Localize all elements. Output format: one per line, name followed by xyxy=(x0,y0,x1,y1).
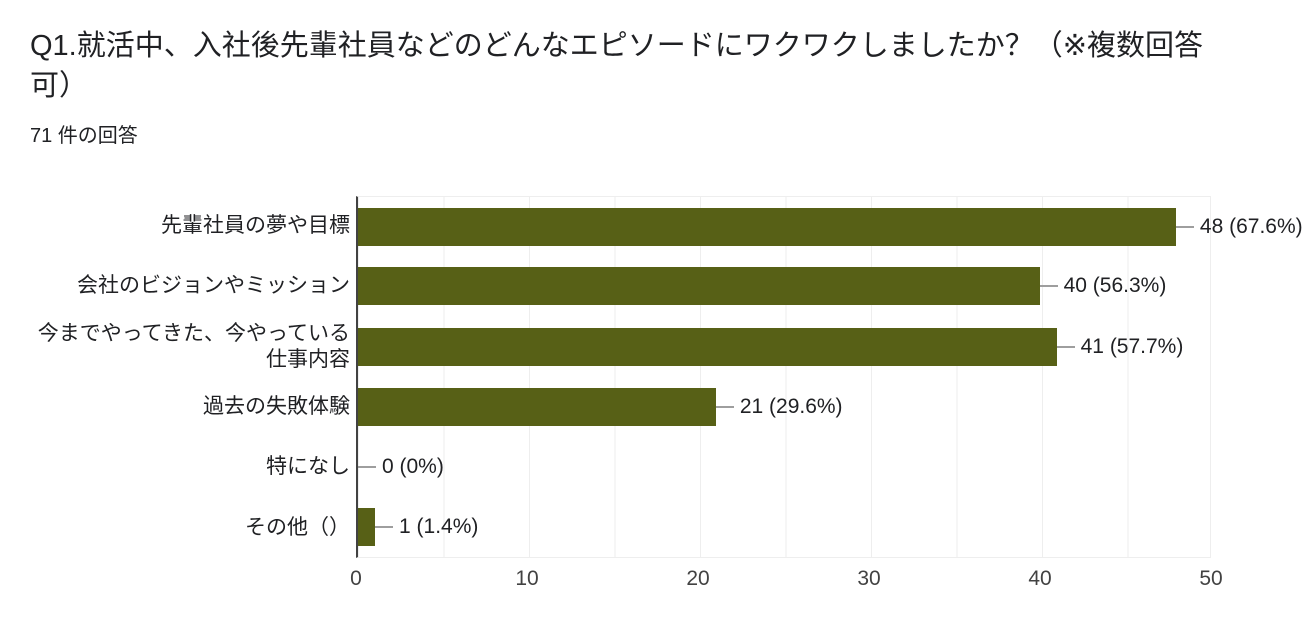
category-label: その他（） xyxy=(245,515,350,539)
connector-line xyxy=(1175,225,1194,228)
plot-cell: 48 (67.6%) xyxy=(356,196,1303,257)
bar[interactable] xyxy=(358,388,716,427)
x-axis-tick-label: 0 xyxy=(350,566,362,590)
chart-row: 先輩社員の夢や目標 48 (67.6%) xyxy=(30,196,1303,257)
x-axis-tick-label: 40 xyxy=(1028,566,1052,590)
value-label: 41 (57.7%) xyxy=(1080,334,1184,358)
bar[interactable] xyxy=(358,207,1176,246)
x-axis-tick-label: 10 xyxy=(515,566,539,590)
category-label: 過去の失敗体験 xyxy=(203,395,350,419)
chart-row: 会社のビジョンやミッション 40 (56.3%) xyxy=(30,256,1278,317)
chart-plot-area: 先輩社員の夢や目標 48 (67.6%) 会社のビジョンやミッション 40 (56.3… xyxy=(30,196,1303,558)
plot-cell: 41 (57.7%) xyxy=(356,316,1211,377)
x-axis: 0 10 20 30 40 50 xyxy=(350,558,1223,600)
category-label: 特になし xyxy=(266,455,350,479)
value-label: 48 (67.6%) xyxy=(1199,214,1303,238)
x-axis-tick-label: 50 xyxy=(1199,566,1223,590)
connector-line xyxy=(715,406,734,409)
connector-line xyxy=(358,466,376,469)
value-label: 21 (29.6%) xyxy=(739,395,843,419)
connector-line xyxy=(375,526,394,529)
x-axis-wrap: 0 10 20 30 40 50 xyxy=(350,558,1278,600)
category-label: 会社のビジョンやミッション xyxy=(77,274,350,298)
question-title: Q1.就活中、入社後先輩社員などのどんなエピソードにワクワクしましたか？（※複数… xyxy=(30,30,1204,102)
plot-cell: 21 (29.6%) xyxy=(356,376,1211,438)
connector-line xyxy=(1039,285,1058,288)
value-label: 1 (1.4%) xyxy=(399,515,479,539)
chart-row: その他（） 1 (1.4%) xyxy=(30,497,1278,558)
response-count: 71 件の回答 xyxy=(30,125,138,147)
plot-cell: 1 (1.4%) xyxy=(356,497,1211,558)
plot-cell: 40 (56.3%) xyxy=(356,256,1211,317)
connector-line xyxy=(1056,345,1075,348)
bar[interactable] xyxy=(358,327,1057,366)
chart-row: 過去の失敗体験 21 (29.6%) xyxy=(30,376,1278,438)
bar[interactable] xyxy=(358,267,1040,306)
plot-cell: 0 (0%) xyxy=(356,437,1211,498)
bar[interactable] xyxy=(358,508,376,547)
x-axis-tick-label: 30 xyxy=(857,566,881,590)
category-label: 今までやってきた、今やっている仕事内容 xyxy=(37,321,350,371)
x-axis-tick-label: 20 xyxy=(686,566,710,590)
value-label: 40 (56.3%) xyxy=(1063,274,1167,298)
bar-chart: 先輩社員の夢や目標 48 (67.6%) 会社のビジョンやミッション 40 (56.3… xyxy=(30,196,1303,600)
chart-row: 今までやってきた、今やっている仕事内容 41 (57.7%) xyxy=(30,316,1278,377)
chart-row: 特になし 0 (0%) xyxy=(30,437,1278,498)
value-label: 0 (0%) xyxy=(382,455,444,479)
category-label: 先輩社員の夢や目標 xyxy=(161,214,350,238)
